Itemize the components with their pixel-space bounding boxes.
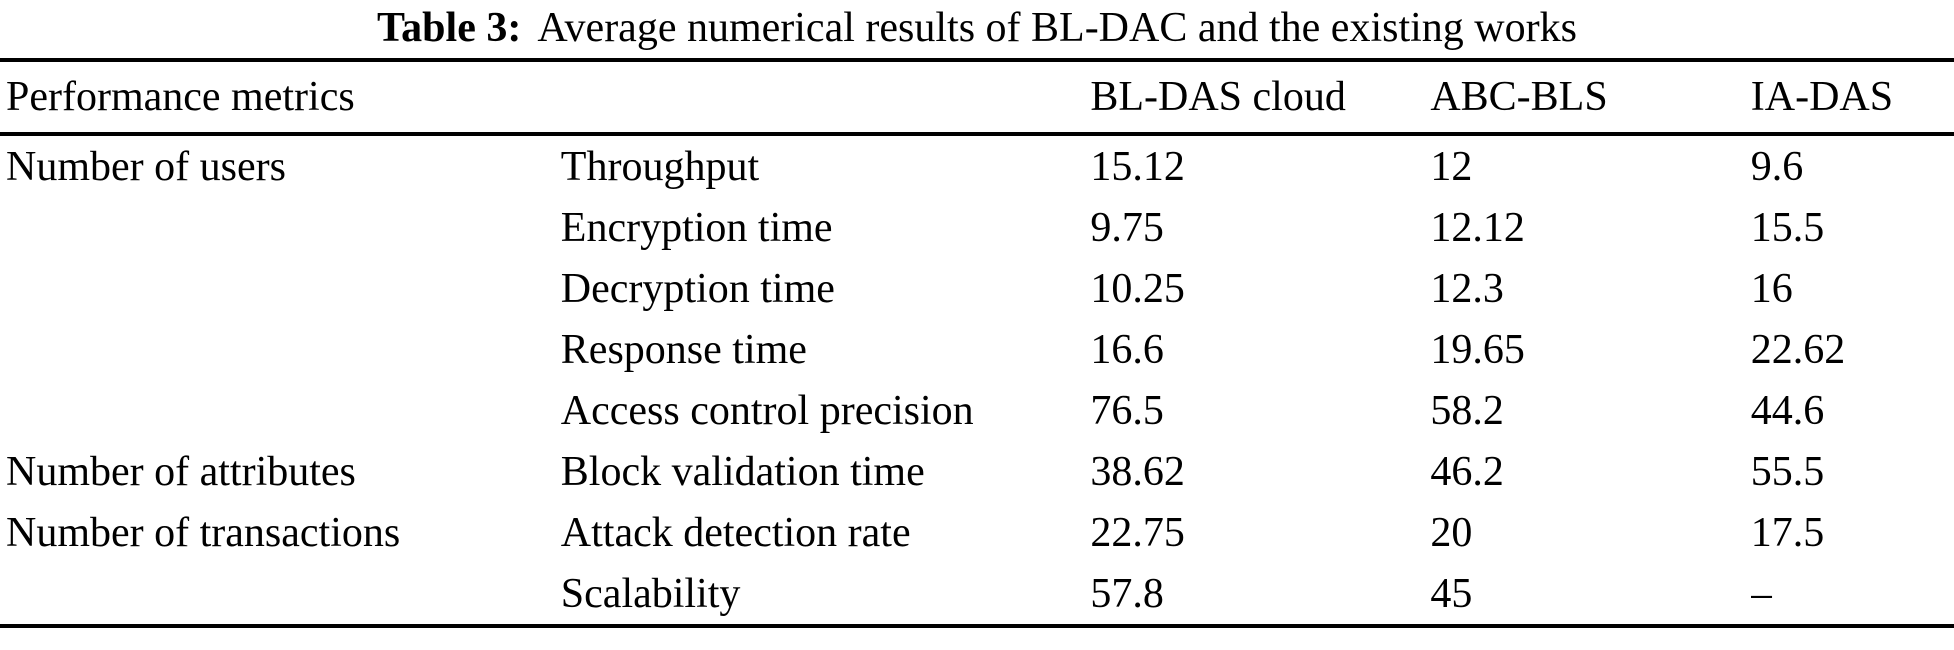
row-metric-label: Decryption time	[560, 265, 835, 312]
table-row: Number of users Throughput 15.12 12 9.6	[0, 134, 1954, 197]
row-metric-label: Throughput	[560, 143, 760, 190]
row-group-label	[0, 258, 561, 319]
row-group-label	[0, 563, 561, 626]
cell-bl-das-cloud: 22.75	[1090, 509, 1185, 556]
cell-abc-bls: 45	[1430, 570, 1473, 617]
cell-ia-das: 17.5	[1750, 509, 1825, 556]
cell-ia-das: 55.5	[1750, 448, 1825, 495]
cell-bl-das-cloud: 57.8	[1090, 570, 1164, 617]
cell-abc-bls: 12.12	[1430, 204, 1525, 251]
table-caption: Table 3: Average numerical results of BL-…	[0, 0, 1954, 58]
cell-bl-das-cloud: 15.12	[1090, 143, 1185, 190]
cell-abc-bls: 12	[1430, 143, 1473, 190]
row-metric-label: Attack detection rate	[560, 509, 911, 556]
cell-bl-das-cloud: 76.5	[1090, 387, 1164, 434]
table-row: Scalability 57.8 45 –	[0, 563, 1954, 626]
table-row: Access control precision 76.5 58.2 44.6	[0, 380, 1954, 441]
cell-ia-das: 16	[1750, 265, 1793, 312]
cell-ia-das: 44.6	[1750, 387, 1825, 434]
table-row: Number of transactions Attack detection …	[0, 502, 1954, 563]
row-group-label	[0, 319, 561, 380]
row-metric-label: Block validation time	[560, 448, 925, 495]
cell-bl-das-cloud: 9.75	[1090, 204, 1164, 251]
table-row: Encryption time 9.75 12.12 15.5	[0, 197, 1954, 258]
row-group-label: Number of attributes	[6, 448, 356, 495]
results-table: Performance metrics BL-DAS cloud ABC-BLS…	[0, 58, 1954, 628]
row-metric-label: Access control precision	[560, 387, 974, 434]
cell-abc-bls: 20	[1430, 509, 1473, 556]
cell-ia-das: 15.5	[1750, 204, 1825, 251]
row-group-label: Number of transactions	[6, 509, 401, 556]
table-caption-text: Average numerical results of BL-DAC and …	[537, 5, 1577, 51]
cell-ia-das: –	[1750, 570, 1772, 617]
row-group-label	[0, 197, 561, 258]
row-metric-label: Scalability	[560, 570, 741, 617]
table-row: Response time 16.6 19.65 22.62	[0, 319, 1954, 380]
row-metric-label: Response time	[560, 326, 807, 373]
cell-abc-bls: 19.65	[1430, 326, 1525, 373]
cell-bl-das-cloud: 38.62	[1090, 448, 1185, 495]
cell-bl-das-cloud: 10.25	[1090, 265, 1185, 312]
cell-ia-das: 22.62	[1750, 326, 1846, 373]
table-row: Number of attributes Block validation ti…	[0, 441, 1954, 502]
table-row: Decryption time 10.25 12.3 16	[0, 258, 1954, 319]
cell-ia-das: 9.6	[1750, 143, 1804, 190]
row-group-label	[0, 380, 561, 441]
cell-abc-bls: 12.3	[1430, 265, 1504, 312]
column-header-bl-das-cloud: BL-DAS cloud	[1090, 74, 1346, 120]
column-header-performance-metrics: Performance metrics	[6, 74, 355, 120]
cell-abc-bls: 58.2	[1430, 387, 1504, 434]
table-caption-number: Table 3:	[377, 5, 522, 51]
cell-abc-bls: 46.2	[1430, 448, 1504, 495]
row-group-label: Number of users	[6, 143, 286, 190]
cell-bl-das-cloud: 16.6	[1090, 326, 1164, 373]
column-header-abc-bls: ABC-BLS	[1430, 74, 1608, 120]
header-row: Performance metrics BL-DAS cloud ABC-BLS…	[0, 60, 1954, 134]
column-header-ia-das: IA-DAS	[1750, 74, 1894, 120]
row-metric-label: Encryption time	[560, 204, 833, 251]
